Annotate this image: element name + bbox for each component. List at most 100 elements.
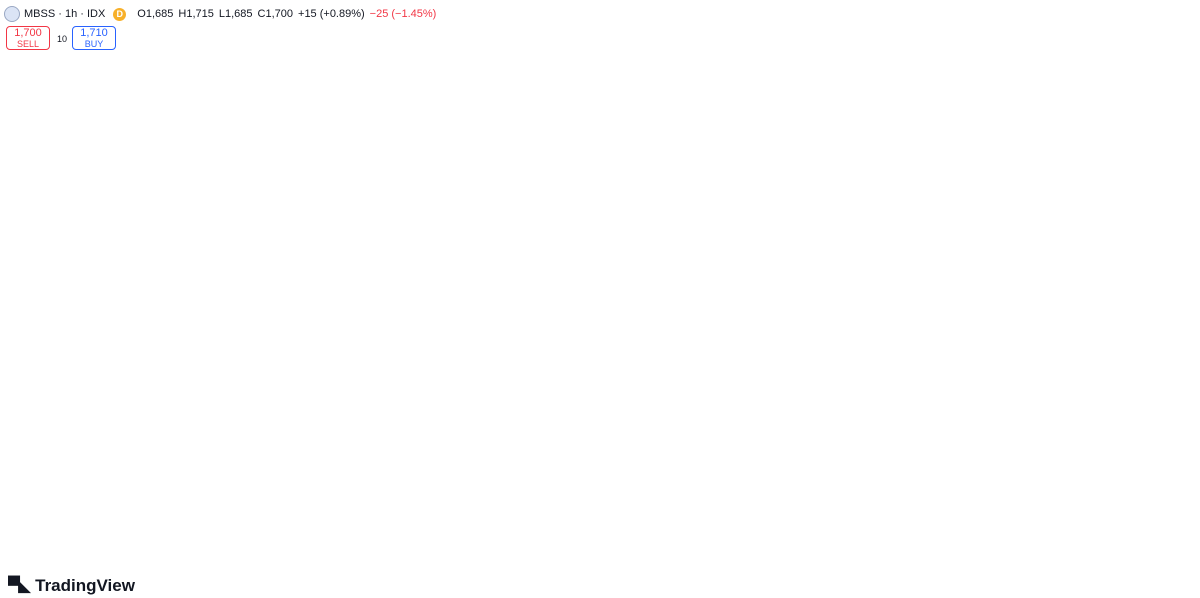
candle-body [508, 395, 517, 406]
brand: ▀◣ TradingView [8, 576, 135, 596]
candle-body [359, 305, 368, 316]
candle-body [210, 180, 219, 190]
candle-body [284, 260, 293, 276]
candle-body [837, 487, 846, 490]
candle-body [195, 185, 204, 190]
symbol-header: MBSS · 1h · IDX D O1,685 H1,715 L1,685 C1,7… [4, 5, 436, 23]
candle-body [180, 170, 189, 186]
symbol-title[interactable]: MBSS · 1h · IDX [24, 8, 106, 20]
candle-body [852, 488, 861, 490]
candle-body [60, 250, 69, 300]
ohlc-value: 1,715 [186, 8, 214, 20]
ohlc-value: 1,685 [145, 8, 174, 20]
ohlc-values: O1,685 H1,715 L1,685 C1,700 [132, 8, 293, 20]
wave-label: 3 [104, 87, 112, 103]
candle-body [1016, 522, 1025, 527]
candle-body [598, 465, 607, 470]
candle-body [642, 500, 651, 540]
candle-body [553, 450, 562, 500]
brand-logo: ▀◣ [8, 576, 31, 595]
level-label: (1,810) [1078, 488, 1110, 499]
candle-body [75, 190, 84, 250]
candle-body [687, 489, 696, 493]
candle-body [613, 470, 622, 536]
symbol-logo [4, 6, 20, 22]
candle-body [269, 250, 278, 276]
buy-button[interactable]: 1,710 BUY [72, 26, 116, 50]
candle-body [762, 510, 771, 512]
candle-body [404, 315, 413, 326]
candle-body [792, 485, 801, 509]
candle-body [314, 255, 323, 270]
candle-body [807, 475, 816, 486]
level-label: (1,760) [1078, 502, 1110, 513]
candle-body [374, 300, 383, 306]
buy-label: BUY [84, 39, 104, 49]
candle-body [15, 345, 24, 380]
candle-body [926, 465, 935, 479]
candle-body [956, 480, 965, 482]
candle-body [747, 510, 756, 526]
candle-body [822, 475, 831, 488]
candle-body [986, 485, 995, 506]
delay-badge: D [113, 7, 127, 21]
candle-body [657, 491, 666, 500]
candle-body [493, 388, 502, 406]
candle-body [628, 535, 637, 540]
ohlc-key: C [257, 8, 266, 20]
ohlc-key: H [178, 8, 187, 20]
candle-body [702, 488, 711, 493]
candle-body [90, 150, 99, 190]
candle-body [538, 378, 547, 450]
candle-body [135, 160, 144, 180]
sell-price: 1,700 [14, 27, 42, 39]
candle-body [568, 470, 577, 500]
candle-body [150, 180, 159, 190]
change-secondary: −25 (−1.45%) [369, 8, 437, 20]
buy-price: 1,710 [80, 27, 108, 39]
candle-body [239, 210, 248, 240]
candle-body [433, 330, 442, 346]
candle-body [419, 325, 428, 330]
candle-body [30, 330, 39, 346]
candle-body [120, 160, 129, 166]
ohlc-value: 1,685 [225, 8, 253, 20]
ohlc-key: O [137, 8, 146, 20]
candle-body [523, 378, 532, 396]
trend-line [104, 114, 929, 506]
candle-body [299, 255, 308, 260]
candle-body [344, 305, 353, 316]
candle-body [911, 455, 920, 466]
candle-body [866, 480, 875, 489]
candle-body [971, 480, 980, 486]
candle-body [896, 450, 905, 456]
candle-body [463, 375, 472, 390]
change: +15 (+0.89%) [298, 8, 365, 20]
candle-body [881, 450, 890, 480]
quantity: 10 [57, 34, 68, 44]
candle-body [478, 388, 487, 390]
candle-body [45, 300, 54, 330]
candle-body [165, 170, 174, 190]
sell-button[interactable]: 1,700 SELL [6, 26, 50, 50]
candle-body [717, 488, 726, 520]
candle-body [389, 300, 398, 316]
candle-body [1001, 505, 1010, 520]
candle-body [224, 180, 233, 210]
wave-label: 4 [1034, 575, 1042, 591]
candle-body [777, 508, 786, 512]
candle-body [1, 380, 9, 390]
candle-body [329, 270, 338, 306]
ohlc-key: L [218, 8, 225, 20]
candle-body [105, 150, 114, 166]
sell-label: SELL [16, 39, 40, 49]
candle-body [941, 478, 950, 482]
bos-label: BoS [753, 460, 774, 472]
level-label: (1,690) [1078, 521, 1110, 532]
candle-body [732, 520, 741, 526]
candle-body [583, 465, 592, 470]
candle-body [448, 345, 457, 376]
ohlc-value: 1,700 [265, 8, 294, 20]
